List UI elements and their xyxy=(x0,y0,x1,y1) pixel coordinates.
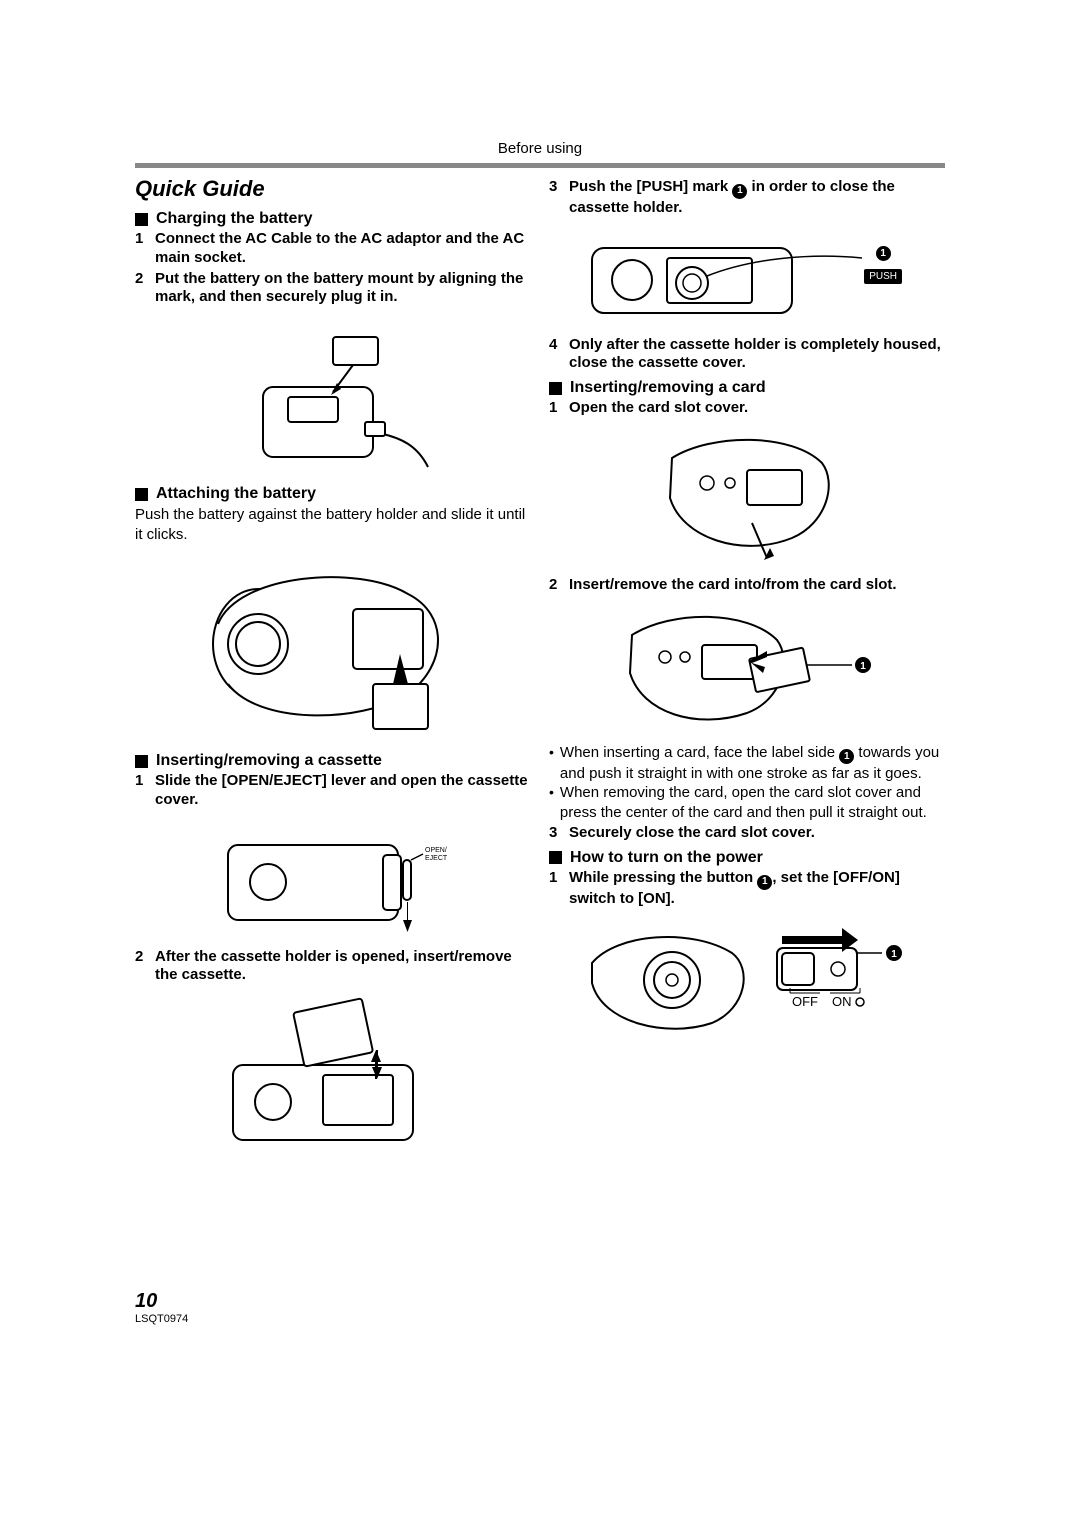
figure-push-mark: 1 PUSH xyxy=(549,228,945,328)
step: 3 Securely close the card slot cover. xyxy=(549,824,945,843)
step: 2 After the cassette holder is opened, i… xyxy=(135,948,531,986)
on-label: ON xyxy=(832,994,852,1009)
chapter-header: Before using xyxy=(135,140,945,157)
step-number: 4 xyxy=(549,336,563,374)
card-insert-illustration: 1 xyxy=(617,605,877,735)
step-text: Insert/remove the card into/from the car… xyxy=(569,576,945,595)
manual-page: Before using Quick Guide Charging the ba… xyxy=(135,140,945,1163)
svg-text:1: 1 xyxy=(891,949,897,960)
step: 1 Open the card slot cover. xyxy=(549,399,945,418)
attach-battery-illustration xyxy=(198,554,468,744)
bullet-square-icon xyxy=(135,213,148,226)
figure-card-slot xyxy=(549,428,945,568)
step: 4 Only after the cassette holder is comp… xyxy=(549,336,945,374)
step-text: Push the [PUSH] mark 1 in order to close… xyxy=(569,178,945,218)
step: 2 Insert/remove the card into/from the c… xyxy=(549,576,945,595)
step: 3 Push the [PUSH] mark 1 in order to clo… xyxy=(549,178,945,218)
step-text: Connect the AC Cable to the AC adaptor a… xyxy=(155,230,531,268)
left-column: Quick Guide Charging the battery 1 Conne… xyxy=(135,176,531,1163)
step-number: 2 xyxy=(549,576,563,595)
figure-cassette-insert xyxy=(135,995,531,1155)
two-column-layout: Quick Guide Charging the battery 1 Conne… xyxy=(135,176,945,1163)
step-text: Slide the [OPEN/EJECT] lever and open th… xyxy=(155,772,531,810)
step: 1 Connect the AC Cable to the AC adaptor… xyxy=(135,230,531,268)
figure-card-insert: 1 xyxy=(549,605,945,735)
step-number: 3 xyxy=(549,178,563,218)
page-footer: 10 LSQT0974 xyxy=(135,1290,188,1325)
push-label: PUSH xyxy=(864,269,902,284)
callout-1-icon: 1 xyxy=(732,184,747,199)
section-cassette: Inserting/removing a cassette xyxy=(135,752,531,770)
page-number: 10 xyxy=(135,1290,188,1313)
step-text: Securely close the card slot cover. xyxy=(569,824,945,843)
step-number: 1 xyxy=(135,230,149,268)
step-text: Put the battery on the battery mount by … xyxy=(155,270,531,308)
step: 2 Put the battery on the battery mount b… xyxy=(135,270,531,308)
section-attaching: Attaching the battery xyxy=(135,485,531,503)
section-title: Attaching the battery xyxy=(156,485,316,503)
section-title: Inserting/removing a card xyxy=(570,379,766,397)
figure-power-switch: OFF ON 1 xyxy=(549,918,945,1038)
section-title: Inserting/removing a cassette xyxy=(156,752,382,770)
section-title: Charging the battery xyxy=(156,210,312,228)
page-title: Quick Guide xyxy=(135,176,531,202)
section-card: Inserting/removing a card xyxy=(549,379,945,397)
right-column: 3 Push the [PUSH] mark 1 in order to clo… xyxy=(549,176,945,1163)
text-part: When inserting a card, face the label si… xyxy=(560,744,839,761)
figure-attach-battery xyxy=(135,554,531,744)
charger-illustration xyxy=(233,317,433,477)
text-part: While pressing the button xyxy=(569,869,757,886)
step-number: 2 xyxy=(135,948,149,986)
step-number: 1 xyxy=(135,772,149,810)
bullet-square-icon xyxy=(135,488,148,501)
step-number: 3 xyxy=(549,824,563,843)
bullet-square-icon xyxy=(549,382,562,395)
step: 1 While pressing the button 1, set the [… xyxy=(549,869,945,909)
bullet-square-icon xyxy=(135,755,148,768)
svg-text:1: 1 xyxy=(860,661,866,672)
off-label: OFF xyxy=(792,994,818,1009)
callout-1-icon: 1 xyxy=(757,875,772,890)
callout-1-icon: 1 xyxy=(839,749,854,764)
section-title: How to turn on the power xyxy=(570,849,763,867)
step-text: Only after the cassette holder is comple… xyxy=(569,336,945,374)
text-part: Push the [PUSH] mark xyxy=(569,178,732,195)
section-power: How to turn on the power xyxy=(549,849,945,867)
bullet-text: When inserting a card, face the label si… xyxy=(560,743,945,784)
push-illustration xyxy=(582,228,912,328)
svg-text:EJECT: EJECT xyxy=(425,855,448,862)
bullet-item: When inserting a card, face the label si… xyxy=(549,743,945,784)
step-text: While pressing the button 1, set the [OF… xyxy=(569,869,945,909)
callout-1-icon: 1 xyxy=(876,246,891,261)
figure-cassette-open: OPEN/ EJECT xyxy=(135,820,531,940)
step-number: 2 xyxy=(135,270,149,308)
step-number: 1 xyxy=(549,399,563,418)
step: 1 Slide the [OPEN/EJECT] lever and open … xyxy=(135,772,531,810)
step-text: Open the card slot cover. xyxy=(569,399,945,418)
bullet-item: When removing the card, open the card sl… xyxy=(549,783,945,822)
figure-charger xyxy=(135,317,531,477)
card-slot-illustration xyxy=(652,428,842,568)
power-illustration: OFF ON 1 xyxy=(582,918,912,1038)
body-text: Push the battery against the battery hol… xyxy=(135,505,531,544)
bullet-square-icon xyxy=(549,851,562,864)
cassette-open-illustration: OPEN/ EJECT xyxy=(208,820,458,940)
bullet-text: When removing the card, open the card sl… xyxy=(560,783,945,822)
header-rule xyxy=(135,163,945,168)
svg-text:OPEN/: OPEN/ xyxy=(425,847,447,854)
doc-code: LSQT0974 xyxy=(135,1313,188,1325)
cassette-insert-illustration xyxy=(208,995,458,1155)
step-number: 1 xyxy=(549,869,563,909)
step-text: After the cassette holder is opened, ins… xyxy=(155,948,531,986)
section-charging: Charging the battery xyxy=(135,210,531,228)
